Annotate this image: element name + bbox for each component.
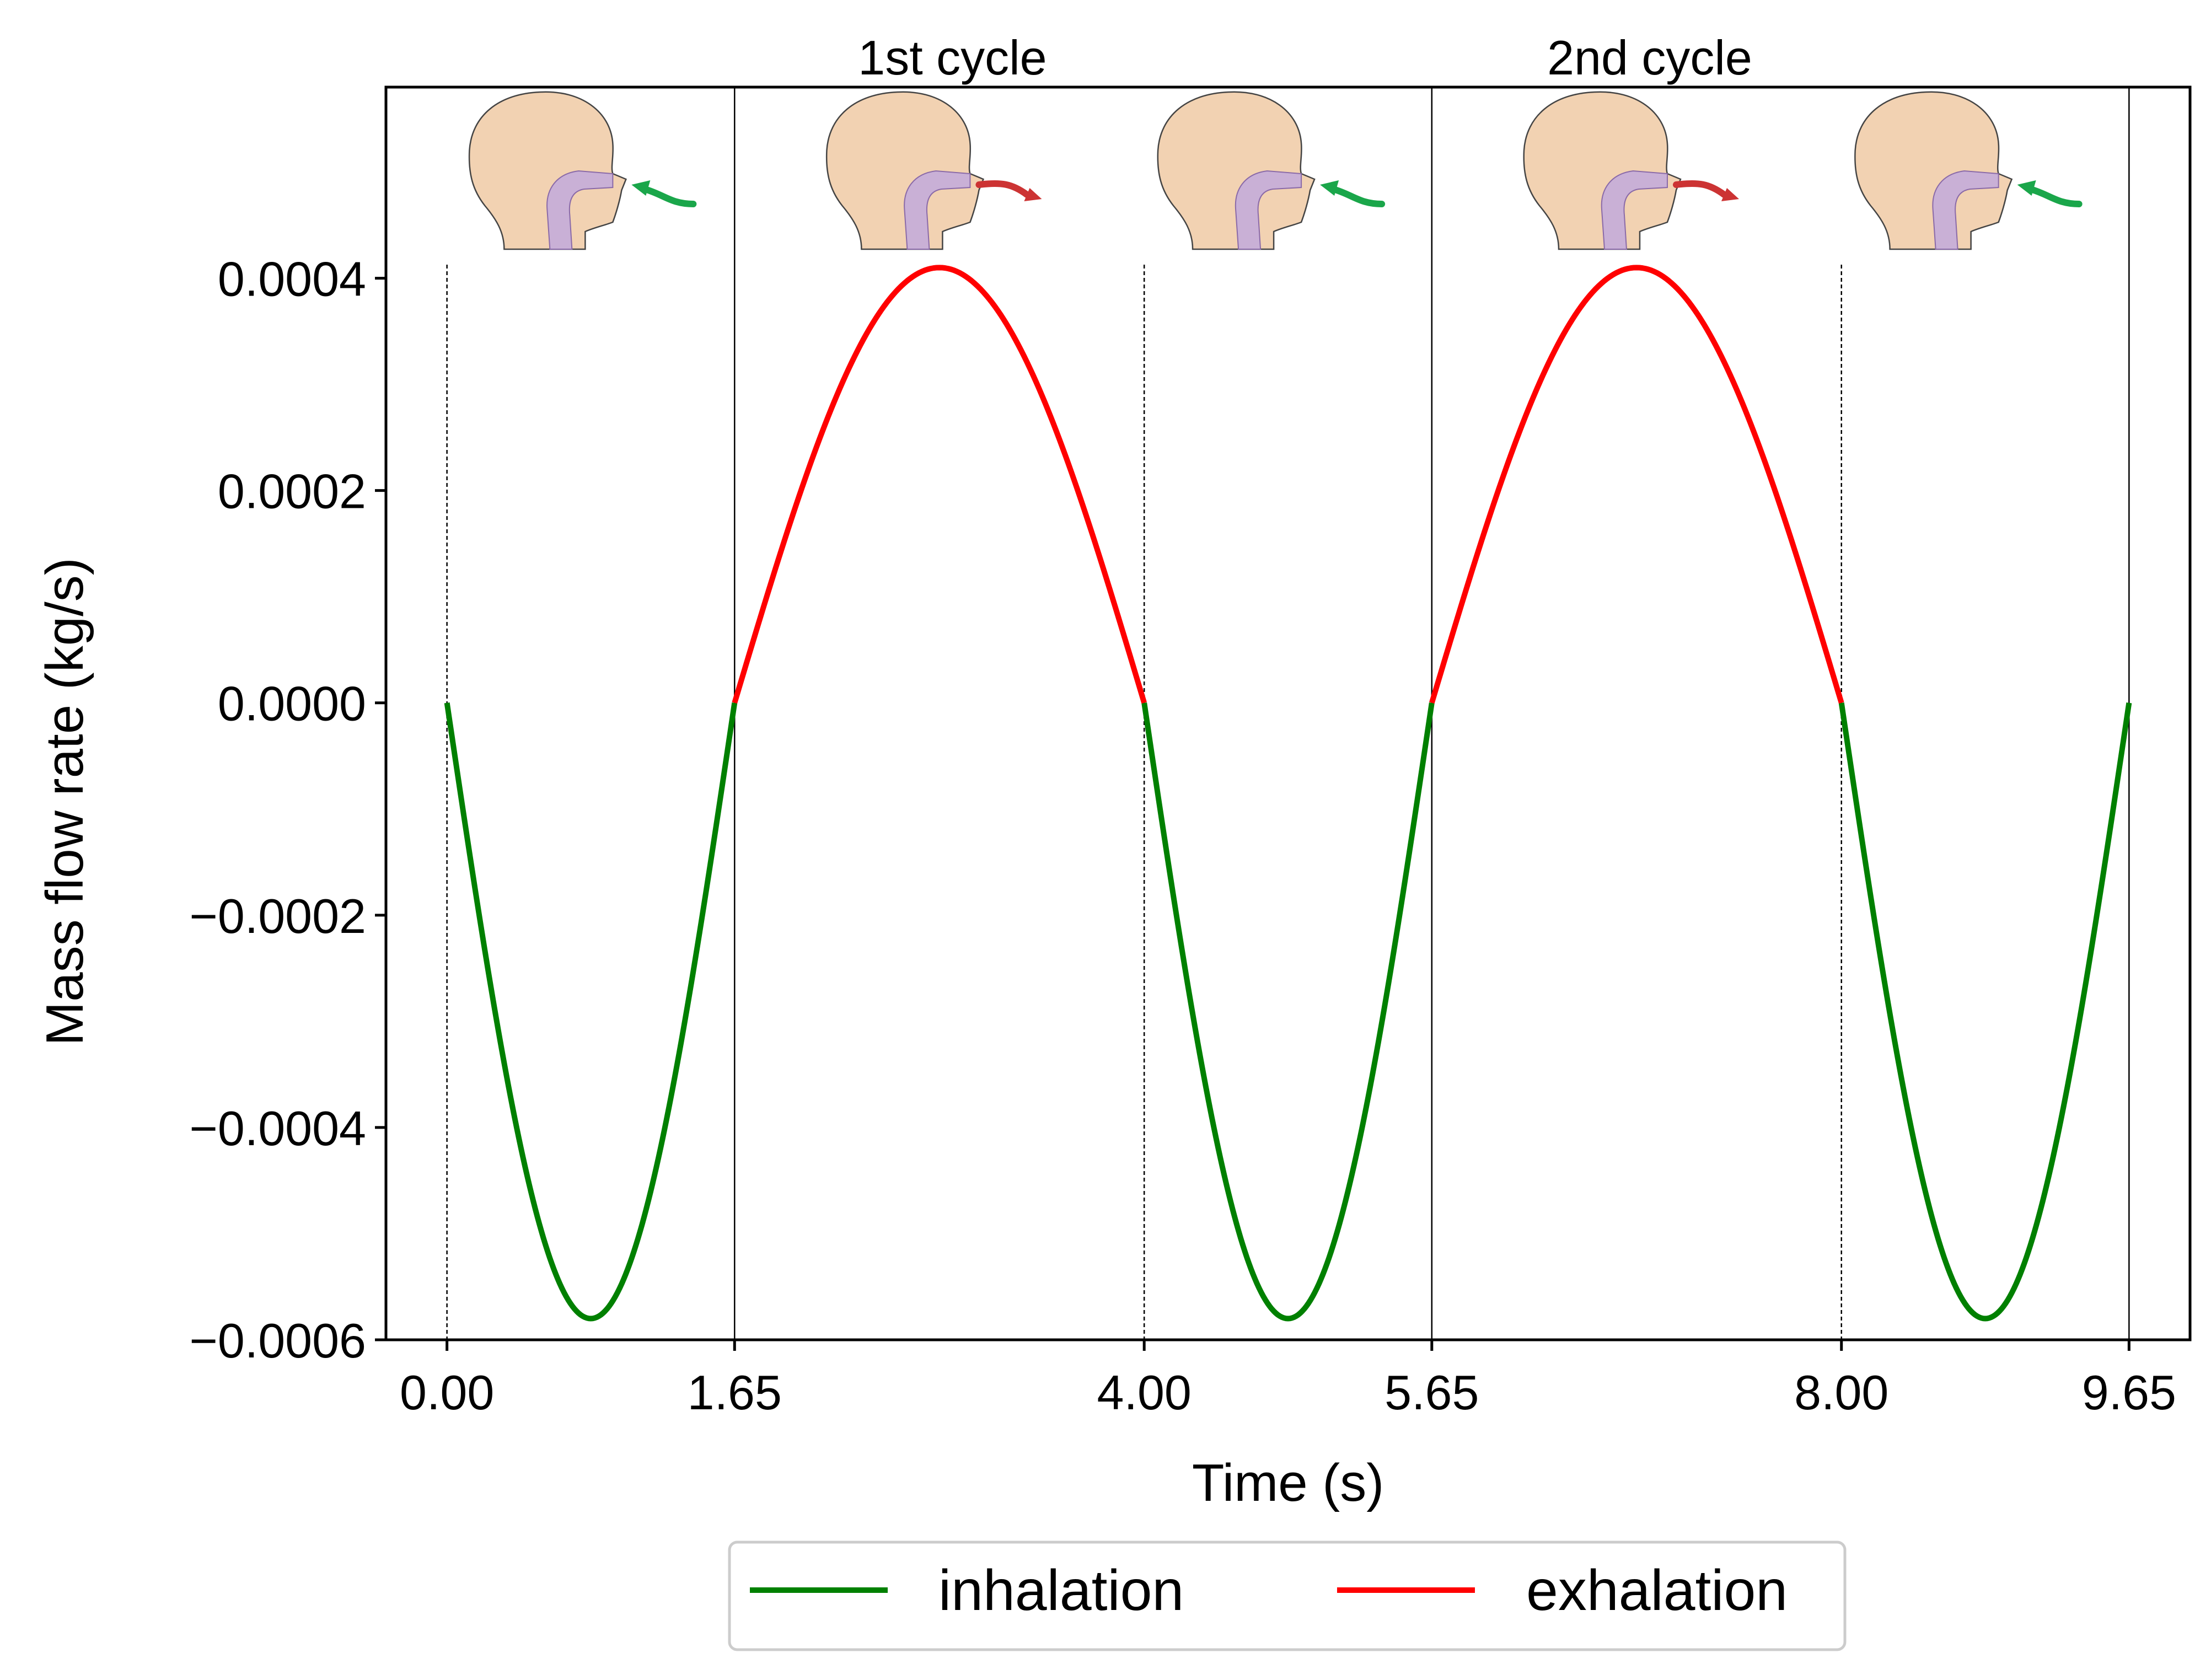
airway-icon: [1235, 170, 1302, 250]
phase-illustrations: [468, 91, 2083, 250]
legend-label-exhalation: exhalation: [1526, 1559, 1788, 1623]
inhalation-segment-2: [1838, 702, 2132, 1322]
inhale-arrowhead-icon: [631, 180, 651, 196]
inhale-arrow-icon: [1330, 186, 1386, 207]
head-profile-icon: [1157, 91, 1316, 250]
exhale-arrowhead-icon: [1024, 188, 1042, 201]
inhalation-illustration-0: [468, 91, 697, 250]
y-tick-label: −0.0004: [189, 1101, 366, 1156]
x-tick-label: 1.65: [688, 1365, 782, 1420]
x-axis-title: Time (s): [1192, 1453, 1384, 1512]
plot-frame: [384, 85, 2192, 1341]
exhalation-segment-0: [732, 265, 1147, 704]
head-profile-icon: [825, 91, 985, 250]
inhale-arrowhead-icon: [1320, 180, 1339, 196]
x-tick-label: 9.65: [2082, 1365, 2176, 1420]
inhale-arrowhead-icon: [2017, 180, 2036, 196]
inhalation-segment-0: [444, 702, 738, 1322]
exhale-arrow-icon: [975, 180, 1031, 198]
inhale-arrow-icon: [641, 186, 697, 207]
head-profile-icon: [1523, 91, 1682, 250]
legend-box: [728, 1541, 1847, 1651]
y-tick-label: 0.0000: [218, 677, 366, 731]
y-tick-label: 0.0004: [218, 252, 366, 307]
cycle-boundaries: [446, 87, 2130, 1340]
exhalation-illustration-3: [1523, 91, 1739, 250]
y-tick-label: −0.0002: [189, 889, 366, 943]
flow-series: [444, 265, 2132, 1322]
inhale-arrow-icon: [2027, 186, 2083, 207]
x-tick-label: 5.65: [1384, 1365, 1479, 1420]
inhalation-segment-1: [1141, 702, 1435, 1322]
exhalation-illustration-1: [825, 91, 1042, 250]
exhale-arrow-icon: [1672, 180, 1727, 198]
y-tick-label: −0.0006: [189, 1313, 366, 1368]
head-profile-icon: [1854, 91, 2013, 250]
cycle-label-1st: 1st cycle: [858, 30, 1047, 85]
airway-icon: [1601, 170, 1668, 250]
legend: inhalation exhalation: [728, 1541, 1847, 1651]
legend-label-inhalation: inhalation: [938, 1559, 1184, 1623]
inhalation-illustration-2: [1157, 91, 1386, 250]
inhalation-illustration-4: [1854, 91, 2083, 250]
axis-ticks: 0.00 1.65 4.00 5.65 8.00 9.65 0.0004 0.0002 0.00…: [189, 252, 2176, 1420]
airway-icon: [1932, 170, 1999, 250]
exhalation-segment-1: [1429, 265, 1844, 704]
airway-icon: [546, 170, 614, 250]
exhale-arrowhead-icon: [1721, 188, 1739, 201]
head-profile-icon: [468, 91, 627, 250]
airway-icon: [904, 170, 971, 250]
y-axis-title: Mass flow rate (kg/s): [35, 557, 94, 1046]
cycle-label-2nd: 2nd cycle: [1547, 30, 1752, 85]
x-tick-label: 8.00: [1794, 1365, 1888, 1420]
x-tick-label: 0.00: [400, 1365, 494, 1420]
y-tick-label: 0.0002: [218, 464, 366, 519]
x-tick-label: 4.00: [1097, 1365, 1192, 1420]
